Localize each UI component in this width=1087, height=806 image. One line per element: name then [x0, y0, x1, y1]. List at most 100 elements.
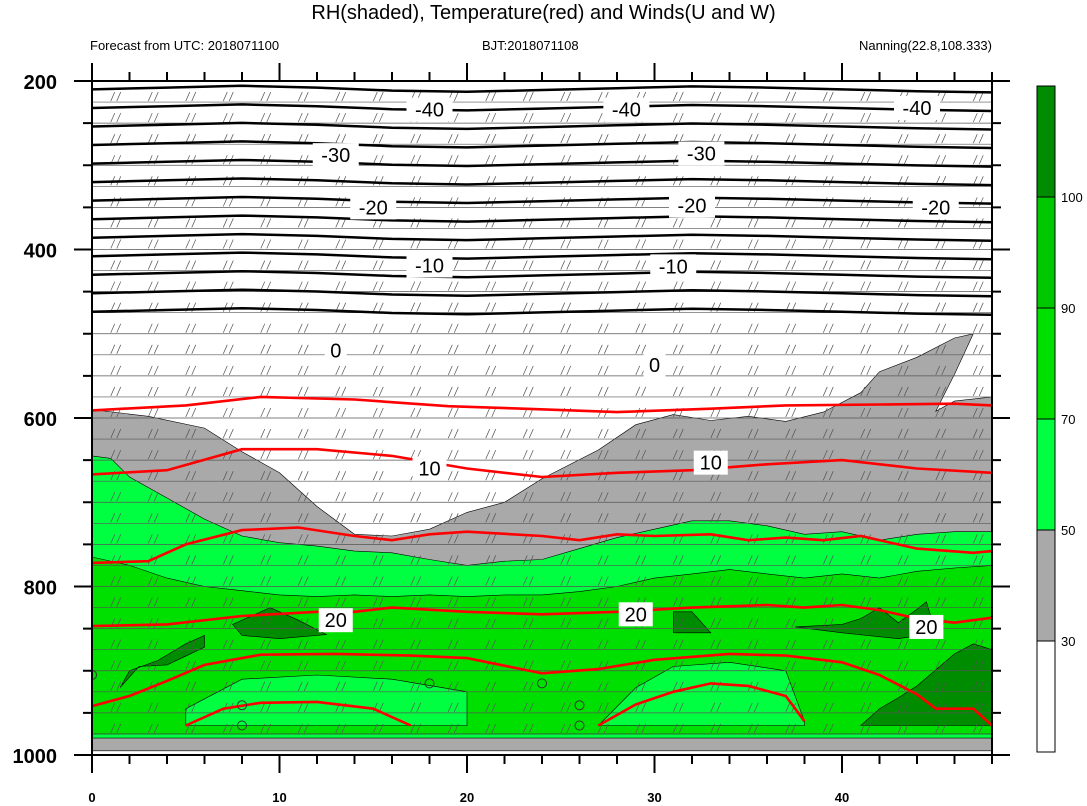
wind-barb [903, 534, 909, 544]
wind-barb [266, 449, 272, 460]
wind-barb [297, 471, 303, 481]
wind-barb [860, 471, 866, 481]
wind-barb [491, 112, 497, 123]
wind-barb [710, 323, 716, 333]
wind-barb [866, 112, 872, 123]
wind-barb [185, 365, 191, 376]
wind-barb [185, 428, 191, 439]
wind-barb [522, 555, 528, 565]
temperature-contour [92, 652, 992, 727]
wind-barb [147, 513, 153, 523]
contour-label-bg [350, 195, 397, 220]
wind-barb [603, 555, 609, 565]
wind-barb [747, 513, 753, 523]
wind-barb [522, 428, 528, 439]
wind-barb [303, 91, 309, 102]
wind-barb [747, 702, 753, 713]
wind-barb [116, 681, 122, 691]
wind-barb [860, 302, 866, 312]
wind-barb [185, 155, 191, 165]
wind-barb [297, 597, 303, 607]
wind-barb [222, 555, 228, 565]
wind-barb [791, 91, 797, 102]
contour-label-bg [678, 141, 725, 166]
wind-barb [822, 449, 828, 460]
wind-barb [341, 723, 347, 734]
wind-barb [897, 239, 903, 249]
wind-barb [791, 323, 797, 333]
wind-barb [378, 618, 384, 628]
wind-barb [110, 449, 116, 460]
wind-barb [753, 428, 759, 439]
wind-barb [828, 239, 834, 249]
wind-barb [791, 449, 797, 460]
wind-barb [191, 155, 197, 165]
wind-barb [672, 155, 678, 165]
wind-circle-marker [424, 678, 435, 689]
wind-barb [753, 513, 759, 523]
wind-barb [566, 386, 572, 397]
wind-barb [635, 639, 641, 649]
wind-barb [372, 597, 378, 607]
wind-barb [603, 365, 609, 376]
wind-barb [341, 386, 347, 397]
wind-barb [147, 91, 153, 102]
wind-barb [710, 239, 716, 249]
wind-barb [560, 302, 566, 312]
wind-barb [228, 239, 234, 249]
wind-barb [453, 534, 459, 544]
wind-barb [416, 555, 422, 565]
wind-barb [935, 660, 941, 670]
wind-barb [341, 239, 347, 249]
wind-barb [860, 681, 866, 691]
wind-barb [716, 112, 722, 123]
chart-title: RH(shaded), Temperature(red) and Winds(U… [311, 2, 776, 24]
wind-barb [822, 91, 828, 102]
wind-barb [522, 260, 528, 270]
wind-barb [116, 660, 122, 670]
wind-barb [897, 386, 903, 397]
wind-barb [303, 386, 309, 397]
wind-barb [828, 513, 834, 523]
wind-barb [603, 428, 609, 439]
wind-barb [672, 702, 678, 713]
wind-barb [378, 323, 384, 333]
wind-barb [822, 681, 828, 691]
wind-barb [560, 176, 566, 186]
wind-barb [335, 281, 341, 291]
wind-barb [297, 407, 303, 418]
wind-barb [672, 597, 678, 607]
wind-barb [522, 639, 528, 649]
wind-barb [978, 91, 984, 102]
wind-barb [716, 239, 722, 249]
wind-barb [447, 723, 453, 734]
wind-barb [453, 344, 459, 354]
wind-barb [303, 492, 309, 502]
wind-barb [710, 365, 716, 376]
wind-barb [147, 597, 153, 607]
wind-barb [491, 492, 497, 502]
wind-barb [335, 134, 341, 144]
wind-barb [491, 639, 497, 649]
wind-barb [266, 260, 272, 270]
wind-barb [303, 597, 309, 607]
wind-barb [191, 576, 197, 586]
wind-barb [222, 681, 228, 691]
contour-label: -40 [903, 98, 932, 120]
wind-barb [716, 660, 722, 670]
wind-barb [753, 723, 759, 734]
wind-barb [635, 449, 641, 460]
wind-barb [641, 449, 647, 460]
contour-label: 10 [700, 453, 722, 475]
wind-barb [935, 365, 941, 376]
wind-barb [566, 344, 572, 354]
wind-barb [153, 618, 159, 628]
wind-barb [860, 597, 866, 607]
wind-barb [303, 365, 309, 376]
wind-barb [641, 513, 647, 523]
wind-barb [860, 344, 866, 354]
wind-barb [453, 91, 459, 102]
wind-barb [260, 681, 266, 691]
wind-barb [941, 681, 947, 691]
wind-barb [372, 112, 378, 123]
